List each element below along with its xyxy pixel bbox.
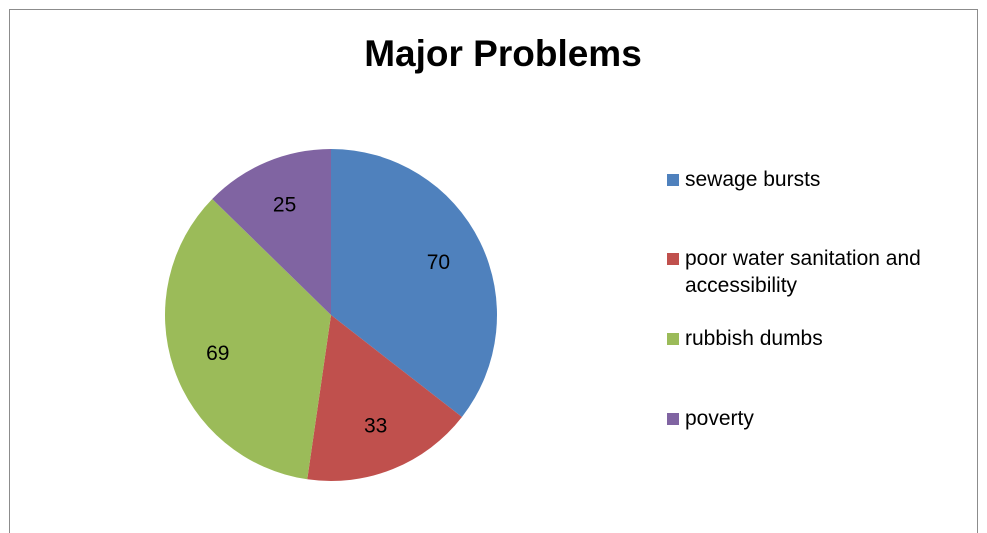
legend-swatch [667,174,679,186]
data-label-sewage-bursts: 70 [427,251,450,274]
pie-data-labels: 70 33 69 25 [206,193,450,437]
data-label-poor-water-sanitation: 33 [364,414,387,437]
legend-swatch [667,333,679,345]
legend-swatch [667,413,679,425]
legend-label: poor water sanitation and accessibility [685,247,921,297]
pie-slices [165,149,497,481]
pie-slice-poverty [212,149,331,315]
legend-label: rubbish dumbs [685,327,823,350]
pie-slice-rubbish-dumbs [165,199,331,480]
data-label-poverty: 25 [273,193,296,216]
data-label-rubbish-dumbs: 69 [206,342,229,365]
legend-swatch [667,253,679,265]
legend-label: poverty [685,407,754,430]
chart-frame [9,9,978,533]
legend-label: sewage bursts [685,168,821,191]
pie-slice-poor-water-sanitation [307,315,462,481]
chart-title: Major Problems [364,33,642,74]
pie-slice-sewage-bursts [331,149,497,418]
